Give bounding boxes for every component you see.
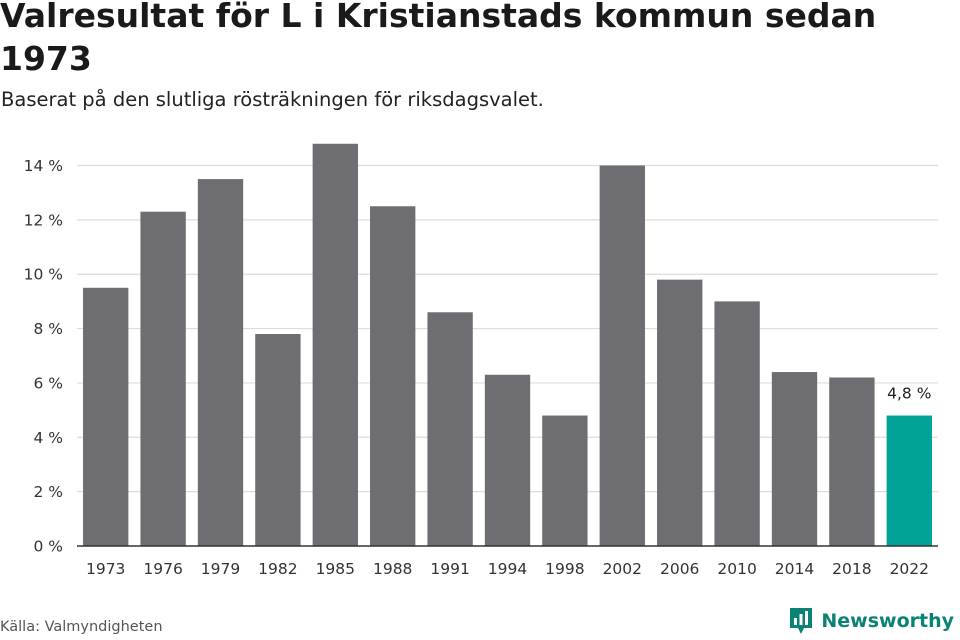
x-tick-label: 1998 [545, 560, 584, 578]
bar-chart: 0 % 2 % 4 % 6 % 8 % 10 % 12 % 14 % 1973 1976 1979 1… [24, 143, 938, 578]
x-tick-label: 1985 [316, 560, 355, 578]
bar-1976 [140, 211, 186, 547]
x-tick-label: 1973 [86, 560, 125, 578]
chart-title: Valresultat för L i Kristianstads kommun… [0, 0, 877, 78]
x-tick-label: 2002 [603, 560, 642, 578]
y-tick-label: 14 % [24, 157, 63, 175]
bar-1988 [370, 206, 416, 546]
bar-2010 [714, 301, 760, 546]
bar-2014 [771, 372, 818, 546]
brand-name: Newsworthy [821, 610, 954, 632]
bar-2006 [657, 279, 703, 546]
x-tick-label: 2022 [890, 560, 929, 578]
newsworthy-logo-icon [790, 608, 813, 634]
x-tick-label: 2018 [832, 560, 871, 578]
bar-1985 [312, 143, 358, 546]
bar-1973 [83, 287, 129, 546]
bar-1991 [427, 312, 473, 546]
x-tick-label: 1994 [488, 560, 527, 578]
x-tick-label: 2010 [717, 560, 756, 578]
x-tick-label: 1982 [258, 560, 297, 578]
data-label: 4,8 % [887, 385, 931, 403]
x-tick-label: 2006 [660, 560, 699, 578]
y-tick-label: 12 % [24, 211, 63, 229]
chart-subtitle: Baserat på den slutliga rösträkningen fö… [1, 88, 544, 111]
bar-1982 [255, 334, 301, 546]
y-tick-label: 4 % [33, 429, 63, 447]
bar-1979 [197, 179, 244, 546]
y-tick-label: 0 % [33, 538, 63, 556]
source-note: Källa: Valmyndigheten [0, 619, 163, 635]
y-tick-label: 6 % [33, 374, 63, 392]
x-tick-label: 1988 [373, 560, 412, 578]
bar-2022 [886, 415, 932, 546]
bar-2018 [829, 377, 875, 546]
x-tick-label: 2014 [775, 560, 814, 578]
x-tick-label: 1976 [143, 560, 182, 578]
x-tick-label: 1991 [430, 560, 469, 578]
y-tick-label: 2 % [33, 483, 63, 501]
brand-logo: Newsworthy [788, 606, 954, 636]
y-tick-label: 8 % [33, 320, 63, 338]
x-tick-label: 1979 [201, 560, 240, 578]
bar-1998 [542, 415, 588, 546]
bar-2002 [599, 165, 645, 546]
bar-1994 [484, 374, 531, 546]
y-tick-label: 10 % [24, 266, 63, 284]
